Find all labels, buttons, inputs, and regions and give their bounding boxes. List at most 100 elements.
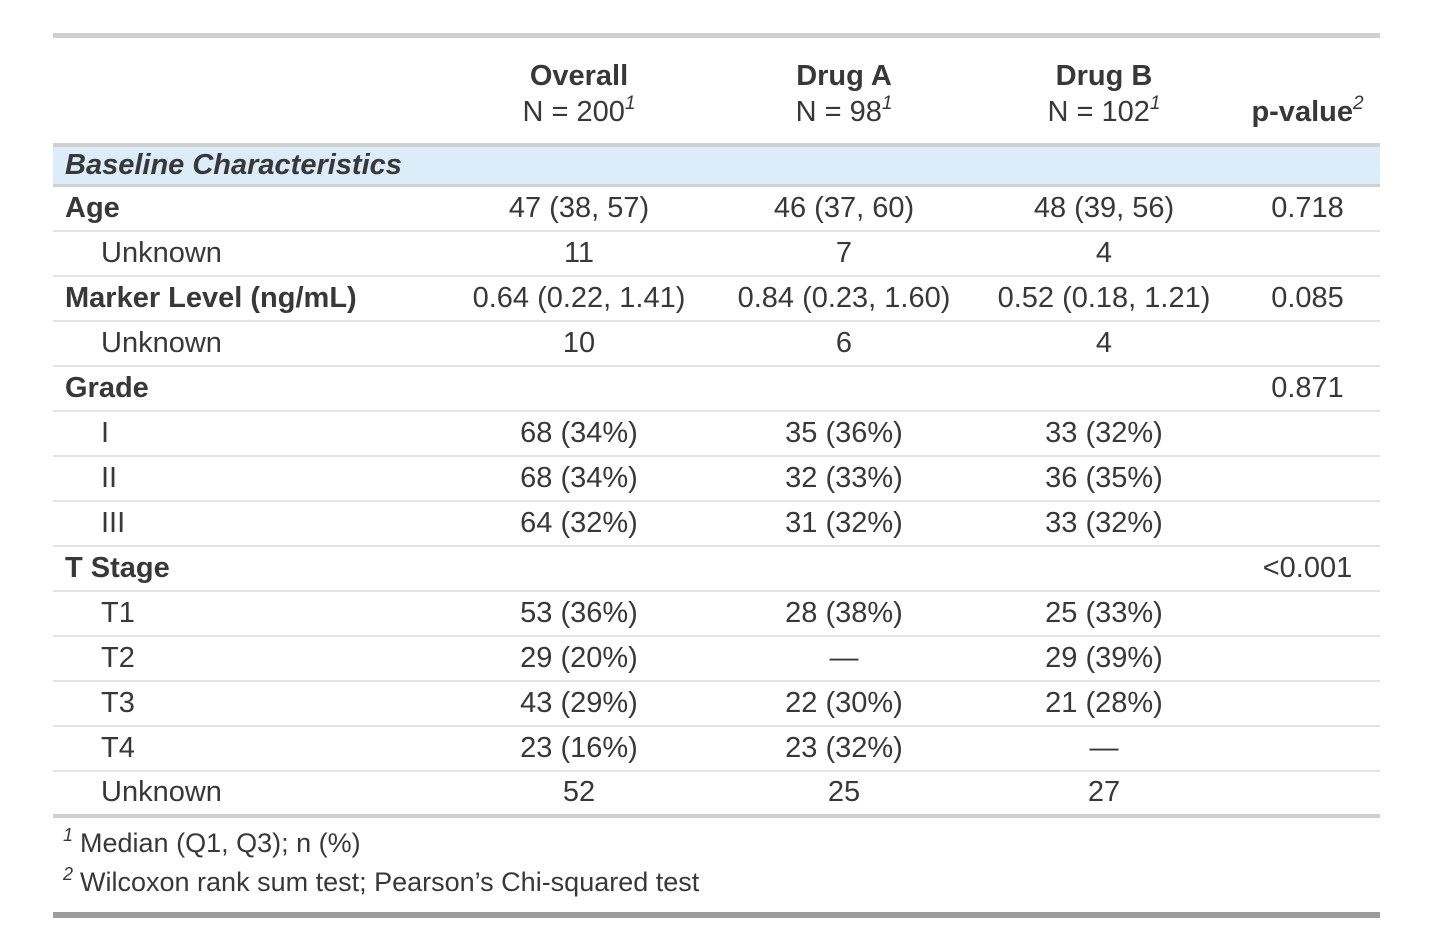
header-cell-label-stub: [53, 33, 443, 147]
value-cell: [443, 365, 715, 412]
row-label: Unknown: [53, 770, 443, 817]
table-row: III 64 (32%) 31 (32%) 33 (32%): [53, 500, 1380, 547]
footnote-text: Median (Q1, Q3); n (%): [80, 827, 361, 858]
value-cell: 23 (16%): [443, 725, 715, 772]
header-cell-p-value: p-value2: [1235, 33, 1380, 147]
footnote-text: Wilcoxon rank sum test; Pearson’s Chi-sq…: [80, 866, 700, 897]
table-row: Age 47 (38, 57) 46 (37, 60) 48 (39, 56) 0.71…: [53, 185, 1380, 232]
value-cell: 21 (28%): [973, 680, 1235, 727]
value-cell: 10: [443, 320, 715, 367]
p-value-cell: <0.001: [1235, 545, 1380, 592]
footnote-2: 2 Wilcoxon rank sum test; Pearson’s Chi-s…: [63, 863, 1370, 902]
value-cell: 4: [973, 320, 1235, 367]
row-label: T Stage: [53, 545, 443, 592]
value-cell: 32 (33%): [715, 455, 973, 502]
header-cell-drug-b: Drug B N = 1021: [973, 33, 1235, 147]
row-label: Unknown: [53, 320, 443, 367]
footnote-1: 1 Median (Q1, Q3); n (%): [63, 824, 1370, 863]
p-value-cell: [1235, 410, 1380, 457]
table-row: T4 23 (16%) 23 (32%) —: [53, 725, 1380, 772]
p-value-cell: [1235, 500, 1380, 547]
table-header: Overall N = 2001 Drug A N = 981 Drug B N…: [53, 33, 1380, 147]
table-footer: 1 Median (Q1, Q3); n (%) 2 Wilcoxon rank s…: [53, 813, 1380, 918]
footnote-mark: 1: [624, 93, 636, 115]
footnote-mark: 1: [63, 824, 74, 845]
value-cell: 35 (36%): [715, 410, 973, 457]
value-cell: 0.84 (0.23, 1.60): [715, 275, 973, 322]
p-value-cell: [1235, 635, 1380, 682]
value-cell: [973, 545, 1235, 592]
row-label: T4: [53, 725, 443, 772]
value-cell: 33 (32%): [973, 410, 1235, 457]
p-value-cell: [1235, 320, 1380, 367]
p-value-cell: [1235, 770, 1380, 817]
value-cell: 46 (37, 60): [715, 185, 973, 232]
group-header-label: Baseline Characteristics: [53, 145, 1380, 187]
column-title: p-value2: [1251, 93, 1364, 128]
row-label: T2: [53, 635, 443, 682]
value-cell: 43 (29%): [443, 680, 715, 727]
row-label: Grade: [53, 365, 443, 412]
row-label: T1: [53, 590, 443, 637]
footnote-mark: 1: [1149, 93, 1161, 115]
value-cell: 25 (33%): [973, 590, 1235, 637]
table-row: Unknown 52 25 27: [53, 770, 1380, 817]
table-body: Baseline Characteristics Age 47 (38, 57) 4…: [53, 145, 1380, 817]
row-label: I: [53, 410, 443, 457]
footnote-cell: 1 Median (Q1, Q3); n (%) 2 Wilcoxon rank s…: [53, 813, 1380, 918]
column-subtitle: N = 981: [795, 93, 893, 128]
value-cell: [715, 365, 973, 412]
value-cell: [443, 545, 715, 592]
header-cell-drug-a: Drug A N = 981: [715, 33, 973, 147]
p-value-cell: [1235, 590, 1380, 637]
column-title: Overall: [529, 60, 629, 92]
table-row: Marker Level (ng/mL) 0.64 (0.22, 1.41) 0.8…: [53, 275, 1380, 322]
value-cell: —: [973, 725, 1235, 772]
summary-table-container: Overall N = 2001 Drug A N = 981 Drug B N…: [53, 33, 1380, 918]
footnote-mark: 2: [63, 863, 74, 884]
value-cell: 0.64 (0.22, 1.41): [443, 275, 715, 322]
group-header-row: Baseline Characteristics: [53, 145, 1380, 187]
value-cell: 33 (32%): [973, 500, 1235, 547]
value-cell: 28 (38%): [715, 590, 973, 637]
row-label: III: [53, 500, 443, 547]
value-cell: 27: [973, 770, 1235, 817]
table-row: Grade 0.871: [53, 365, 1380, 412]
value-cell: [973, 365, 1235, 412]
footnote-mark: 1: [881, 93, 893, 115]
value-cell: 11: [443, 230, 715, 277]
row-label: Age: [53, 185, 443, 232]
value-cell: 36 (35%): [973, 455, 1235, 502]
value-cell: —: [715, 635, 973, 682]
p-value-cell: [1235, 680, 1380, 727]
table-row: II 68 (34%) 32 (33%) 36 (35%): [53, 455, 1380, 502]
header-cell-overall: Overall N = 2001: [443, 33, 715, 147]
value-cell: 53 (36%): [443, 590, 715, 637]
p-value-cell: [1235, 455, 1380, 502]
table-row: T3 43 (29%) 22 (30%) 21 (28%): [53, 680, 1380, 727]
column-subtitle: N = 1021: [1047, 93, 1161, 128]
value-cell: 29 (20%): [443, 635, 715, 682]
value-cell: 7: [715, 230, 973, 277]
row-label: II: [53, 455, 443, 502]
table-row: I 68 (34%) 35 (36%) 33 (32%): [53, 410, 1380, 457]
value-cell: 48 (39, 56): [973, 185, 1235, 232]
header-row: Overall N = 2001 Drug A N = 981 Drug B N…: [53, 33, 1380, 147]
footnote-mark: 2: [1352, 93, 1364, 115]
p-value-cell: 0.085: [1235, 275, 1380, 322]
value-cell: 25: [715, 770, 973, 817]
table-row: T2 29 (20%) —29 (39%): [53, 635, 1380, 682]
column-subtitle: N = 2001: [522, 93, 636, 128]
column-title: Drug B: [1055, 60, 1153, 92]
value-cell: 68 (34%): [443, 410, 715, 457]
table-row: Unknown 11 7 4: [53, 230, 1380, 277]
footnote-row: 1 Median (Q1, Q3); n (%) 2 Wilcoxon rank s…: [53, 813, 1380, 918]
table-row: T Stage <0.001: [53, 545, 1380, 592]
p-value-cell: [1235, 230, 1380, 277]
value-cell: 64 (32%): [443, 500, 715, 547]
value-cell: 47 (38, 57): [443, 185, 715, 232]
value-cell: 0.52 (0.18, 1.21): [973, 275, 1235, 322]
row-label: T3: [53, 680, 443, 727]
value-cell: 29 (39%): [973, 635, 1235, 682]
value-cell: 68 (34%): [443, 455, 715, 502]
